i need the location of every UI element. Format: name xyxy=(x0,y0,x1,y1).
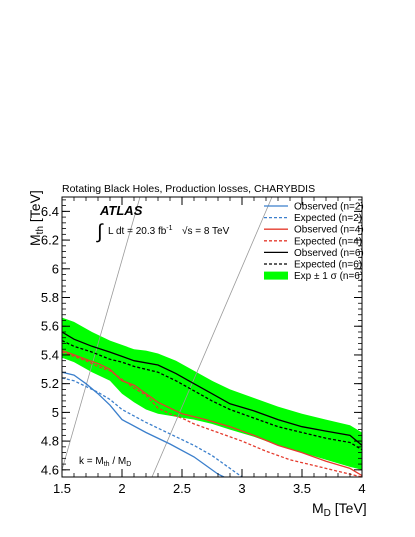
x-tick-label: 2 xyxy=(118,481,125,496)
x-axis: 1.5 2 2.5 3 3.5 4 xyxy=(53,197,366,496)
energy-label: √s = 8 TeV xyxy=(182,225,230,237)
legend-label: Expected (n=2) xyxy=(294,213,362,224)
legend-entry-7: Exp ± 1 σ (n=6) xyxy=(264,271,363,282)
x-tick-label: 2.5 xyxy=(173,481,191,496)
series-line-2 xyxy=(62,377,243,477)
y-axis: 4.6 4.8 5 5.2 5.4 5.6 5.8 6 6.2 6.4 xyxy=(41,199,362,477)
legend-entry-4: Expected (n=4) xyxy=(264,236,362,247)
plot-area xyxy=(62,197,362,477)
legend-entry-3: Observed (n=4) xyxy=(264,225,364,236)
x-axis-label: MD [TeV] xyxy=(312,500,367,519)
y-tick-label: 5.2 xyxy=(41,376,59,391)
legend-label: Expected (n=4) xyxy=(294,236,362,247)
legend-entry-2: Expected (n=2) xyxy=(264,213,362,224)
y-axis-label-unit: [TeV] xyxy=(27,190,43,226)
y-tick-label: 5 xyxy=(52,405,59,420)
luminosity-exponent: -1 xyxy=(166,225,172,232)
chart-title: Rotating Black Holes, Production losses,… xyxy=(62,183,315,195)
series-line-3 xyxy=(62,349,362,477)
x-tick-label: 3.5 xyxy=(293,481,311,496)
legend-swatch xyxy=(264,271,288,280)
legend-label: Expected (n=6) xyxy=(294,260,362,271)
series-line-4 xyxy=(62,351,362,477)
legend-entry-6: Expected (n=6) xyxy=(264,260,362,271)
y-tick-label: 4.8 xyxy=(41,434,59,449)
y-tick-label: 6.2 xyxy=(41,233,59,248)
luminosity-label: L dt = 20.3 fb-1 xyxy=(108,225,173,237)
y-tick-label: 5.4 xyxy=(41,347,59,362)
y-tick-label: 6.4 xyxy=(41,204,59,219)
k-sub-d: D xyxy=(126,461,131,468)
y-axis-label: Mth [TeV] xyxy=(27,190,46,246)
y-tick-label: 4.6 xyxy=(41,462,59,477)
k-line-1 xyxy=(62,197,141,470)
k-lines xyxy=(62,197,273,477)
legend: Observed (n=2)Expected (n=2)Observed (n=… xyxy=(264,202,364,282)
experiment-label: ATLAS xyxy=(99,203,143,218)
legend-label: Observed (n=2) xyxy=(294,202,364,213)
k-definition: k = Mth / MD xyxy=(79,456,131,468)
plot-frame xyxy=(61,196,363,478)
series-line-5 xyxy=(62,331,362,446)
series-line-6 xyxy=(62,340,362,451)
legend-label: Exp ± 1 σ (n=6) xyxy=(294,271,363,282)
series-lines xyxy=(62,331,362,477)
legend-label: Observed (n=6) xyxy=(294,248,364,259)
integral-sign: ∫ xyxy=(96,221,104,243)
x-axis-label-sub: D xyxy=(324,508,331,519)
x-tick-label: 3 xyxy=(238,481,245,496)
y-tick-label: 5.8 xyxy=(41,290,59,305)
legend-entry-5: Observed (n=6) xyxy=(264,248,364,259)
x-axis-label-unit: [TeV] xyxy=(331,500,367,516)
k-line-2 xyxy=(151,197,273,477)
k-mid: / M xyxy=(110,456,127,467)
series-line-1 xyxy=(62,371,225,477)
y-tick-label: 6 xyxy=(52,261,59,276)
x-tick-label: 4 xyxy=(358,481,365,496)
k-sub-th: th xyxy=(104,461,110,468)
y-axis-label-sub: th xyxy=(35,226,46,234)
y-tick-label: 5.6 xyxy=(41,319,59,334)
x-tick-label: 1.5 xyxy=(53,481,71,496)
legend-entry-1: Observed (n=2) xyxy=(264,202,364,213)
legend-label: Observed (n=4) xyxy=(294,225,364,236)
